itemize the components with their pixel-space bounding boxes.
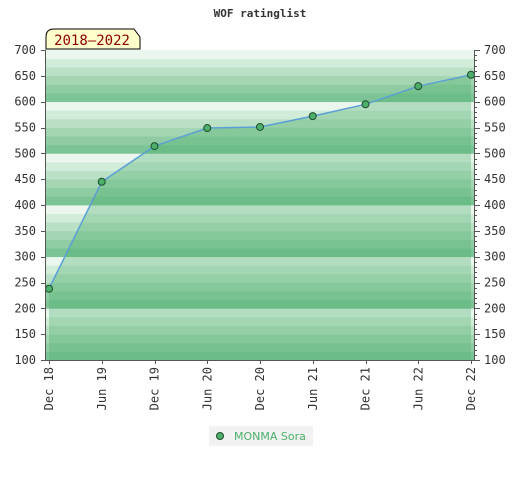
y-tick-label-right: 350 [484, 224, 506, 238]
background-band [46, 93, 474, 103]
background-band [46, 187, 474, 197]
period-badge: 2018–2022 [45, 28, 141, 50]
background-band [46, 161, 474, 171]
data-point [414, 82, 423, 91]
background-band [46, 308, 474, 318]
background-band [46, 325, 474, 335]
legend-marker [216, 432, 224, 440]
background-band [46, 179, 474, 189]
background-band [46, 351, 474, 361]
y-tick-label-left: 300 [14, 250, 36, 264]
y-tick-label-left: 650 [14, 69, 36, 83]
background-band [46, 282, 474, 292]
y-tick-label-right: 500 [484, 146, 506, 160]
background-band [46, 144, 474, 154]
data-point [45, 284, 53, 293]
background-band [46, 205, 474, 215]
y-tick-label-left: 400 [14, 198, 36, 212]
background-band [46, 222, 474, 232]
y-tick-label-right: 650 [484, 69, 506, 83]
y-tick-label-left: 200 [14, 301, 36, 315]
background-band [46, 273, 474, 283]
background-band [46, 75, 474, 85]
background-band [46, 342, 474, 352]
y-axis-right: 700 650 600 550 500 450 400 350 300 250 200 150 100 [474, 43, 506, 367]
x-tick-label: Dec 18 [42, 367, 56, 410]
background-band [46, 153, 474, 163]
x-tick-label: Dec 19 [148, 367, 162, 410]
background-band [46, 67, 474, 77]
period-badge-bg [45, 28, 141, 50]
x-tick-label: Dec 20 [253, 367, 267, 410]
background-band [46, 265, 474, 275]
y-tick-label-left: 450 [14, 172, 36, 186]
chart-title: WOF ratinglist [214, 7, 307, 20]
y-tick-label-right: 450 [484, 172, 506, 186]
legend-box [209, 426, 313, 446]
x-axis: Dec 18 Jun 19 Dec 19 Jun 20 Dec 20 Jun 21 Dec … [42, 360, 478, 410]
background-band [46, 170, 474, 180]
legend[interactable]: MONMA Sora [209, 426, 313, 446]
y-axis-left: 700 650 600 550 500 450 400 350 300 250 200 150 100 [14, 43, 46, 367]
y-tick-label-left: 700 [14, 43, 36, 57]
x-tick-label: Jun 22 [411, 367, 425, 410]
y-tick-label-left: 250 [14, 276, 36, 290]
background-band [46, 110, 474, 120]
y-tick-label-right: 200 [484, 301, 506, 315]
y-tick-label-right: 400 [484, 198, 506, 212]
data-point [256, 122, 264, 131]
series-markers [45, 70, 475, 293]
legend-label: MONMA Sora [234, 430, 306, 443]
x-tick-label: Dec 22 [464, 367, 478, 410]
y-tick-label-right: 700 [484, 43, 506, 57]
background-band [46, 256, 474, 266]
background-band [46, 50, 474, 60]
period-label: 2018–2022 [54, 33, 130, 49]
background-band [46, 334, 474, 344]
background-band [46, 58, 474, 68]
background-band [46, 84, 474, 94]
background-band [46, 239, 474, 249]
y-tick-label-left: 550 [14, 121, 36, 135]
background-band [46, 136, 474, 146]
background-band [46, 196, 474, 206]
y-tick-label-left: 350 [14, 224, 36, 238]
x-tick-label: Dec 21 [359, 367, 373, 410]
background-band [46, 291, 474, 301]
y-tick-label-right: 600 [484, 95, 506, 109]
y-tick-label-right: 250 [484, 276, 506, 290]
background-bands [46, 50, 474, 361]
data-point [467, 70, 475, 79]
y-tick-label-left: 150 [14, 327, 36, 341]
data-point [308, 112, 317, 121]
x-tick-label: Jun 19 [95, 367, 109, 410]
data-point [97, 177, 106, 186]
background-band [46, 230, 474, 240]
y-tick-label-right: 300 [484, 250, 506, 264]
background-band [46, 101, 474, 111]
y-tick-label-right: 550 [484, 121, 506, 135]
data-point [203, 124, 212, 133]
data-point [150, 142, 159, 151]
y-tick-label-right: 100 [484, 353, 506, 367]
x-tick-label: Jun 20 [200, 367, 214, 410]
y-tick-label-left: 100 [14, 353, 36, 367]
background-band [46, 213, 474, 223]
background-band [46, 127, 474, 137]
background-band [46, 299, 474, 309]
y-tick-label-left: 600 [14, 95, 36, 109]
background-band [46, 248, 474, 258]
y-tick-label-left: 500 [14, 146, 36, 160]
data-point [361, 100, 370, 109]
y-tick-label-right: 150 [484, 327, 506, 341]
background-band [46, 316, 474, 326]
x-tick-label: Jun 21 [306, 367, 320, 410]
